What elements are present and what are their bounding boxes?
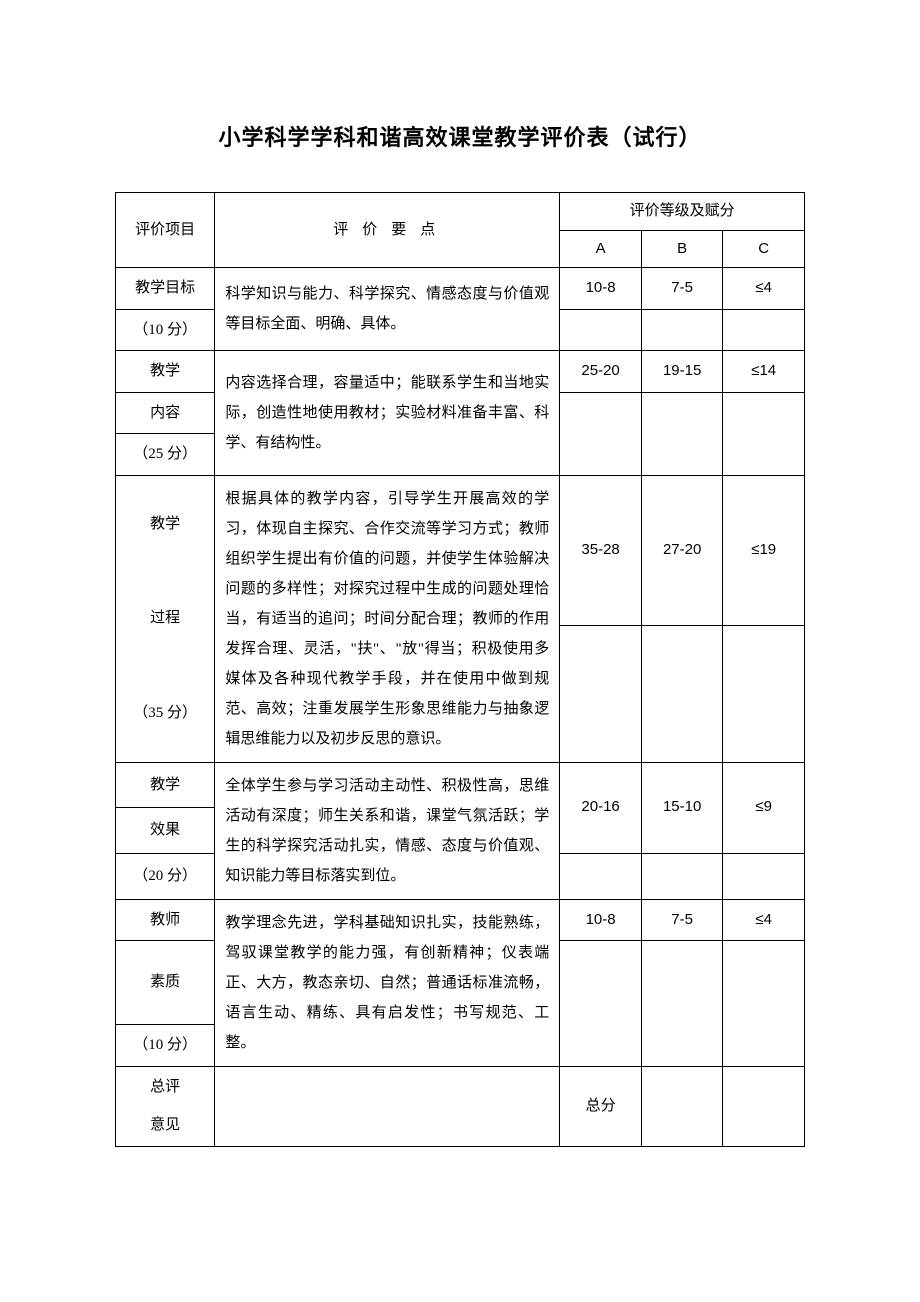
cell-a: 20-16 (560, 762, 642, 853)
cell-c: ≤19 (723, 475, 805, 625)
row-label: （10 分） (116, 309, 215, 351)
cell-empty (723, 625, 805, 762)
cell-a: 10-8 (560, 268, 642, 310)
row-label: 内容 (116, 392, 215, 434)
row-label-group: 教学 过程 （35 分） (116, 475, 215, 762)
cell-b: 7-5 (641, 899, 723, 941)
summary-total-b (641, 1066, 723, 1146)
row-label: （25 分） (116, 434, 215, 476)
cell-empty (641, 309, 723, 351)
cell-empty (560, 941, 642, 1067)
summary-desc (215, 1066, 560, 1146)
row-label: 教学目标 (116, 268, 215, 310)
row-desc: 根据具体的教学内容，引导学生开展高效的学习，体现自主探究、合作交流等学习方式；教… (215, 475, 560, 762)
cell-b: 27-20 (641, 475, 723, 625)
row-desc: 科学知识与能力、科学探究、情感态度与价值观等目标全面、明确、具体。 (215, 268, 560, 351)
row-label: 素质 (116, 941, 215, 1025)
summary-label: 意见 (120, 1111, 210, 1140)
header-points: 评价要点 (215, 193, 560, 268)
summary-total-c (723, 1066, 805, 1146)
cell-a: 35-28 (560, 475, 642, 625)
table-row: 教学目标 科学知识与能力、科学探究、情感态度与价值观等目标全面、明确、具体。 1… (116, 268, 805, 310)
row-label: 教学 (116, 762, 215, 808)
row-label: 过程 (120, 604, 210, 633)
cell-empty (723, 392, 805, 475)
cell-empty (641, 853, 723, 899)
table-summary-row: 总评 意见 总分 (116, 1066, 805, 1146)
cell-c: ≤4 (723, 268, 805, 310)
summary-label: 总评 (120, 1073, 210, 1102)
table-row: 教师 教学理念先进，学科基础知识扎实，技能熟练，驾驭课堂教学的能力强，有创新精神… (116, 899, 805, 941)
table-row: 教学 过程 （35 分） 根据具体的教学内容，引导学生开展高效的学习，体现自主探… (116, 475, 805, 625)
header-grade-b: B (641, 230, 723, 268)
cell-a: 10-8 (560, 899, 642, 941)
row-label: （35 分） (120, 699, 210, 728)
cell-empty (641, 625, 723, 762)
cell-c: ≤14 (723, 351, 805, 393)
header-item: 评价项目 (116, 193, 215, 268)
summary-total-label: 总分 (560, 1066, 642, 1146)
row-desc: 全体学生参与学习活动主动性、积极性高，思维活动有深度；师生关系和谐，课堂气氛活跃… (215, 762, 560, 899)
cell-c: ≤4 (723, 899, 805, 941)
cell-empty (560, 309, 642, 351)
row-desc: 内容选择合理，容量适中；能联系学生和当地实际，创造性地使用教材；实验材料准备丰富… (215, 351, 560, 476)
cell-empty (560, 625, 642, 762)
table-row: 教学 全体学生参与学习活动主动性、积极性高，思维活动有深度；师生关系和谐，课堂气… (116, 762, 805, 808)
cell-empty (641, 941, 723, 1067)
cell-empty (560, 392, 642, 475)
header-grade-a: A (560, 230, 642, 268)
document-page: 小学科学学科和谐高效课堂教学评价表（试行） 评价项目 评价要点 评价等级及赋分 … (0, 0, 920, 1147)
summary-label-group: 总评 意见 (116, 1066, 215, 1146)
table-header-row: 评价项目 评价要点 评价等级及赋分 (116, 193, 805, 231)
row-label: （20 分） (116, 853, 215, 899)
evaluation-table: 评价项目 评价要点 评价等级及赋分 A B C 教学目标 科学知识与能力、科学探… (115, 192, 805, 1147)
table-row: 教学 内容选择合理，容量适中；能联系学生和当地实际，创造性地使用教材；实验材料准… (116, 351, 805, 393)
cell-b: 15-10 (641, 762, 723, 853)
cell-a: 25-20 (560, 351, 642, 393)
cell-empty (560, 853, 642, 899)
cell-empty (723, 853, 805, 899)
cell-b: 7-5 (641, 268, 723, 310)
row-label: 教学 (120, 510, 210, 539)
row-label: 教师 (116, 899, 215, 941)
header-grade-c: C (723, 230, 805, 268)
page-title: 小学科学学科和谐高效课堂教学评价表（试行） (115, 120, 805, 152)
cell-empty (723, 309, 805, 351)
cell-empty (723, 941, 805, 1067)
row-label: 效果 (116, 808, 215, 854)
row-desc: 教学理念先进，学科基础知识扎实，技能熟练，驾驭课堂教学的能力强，有创新精神；仪表… (215, 899, 560, 1066)
row-label: （10 分） (116, 1025, 215, 1067)
header-grade-group: 评价等级及赋分 (560, 193, 805, 231)
cell-c: ≤9 (723, 762, 805, 853)
row-label: 教学 (116, 351, 215, 393)
cell-empty (641, 392, 723, 475)
cell-b: 19-15 (641, 351, 723, 393)
